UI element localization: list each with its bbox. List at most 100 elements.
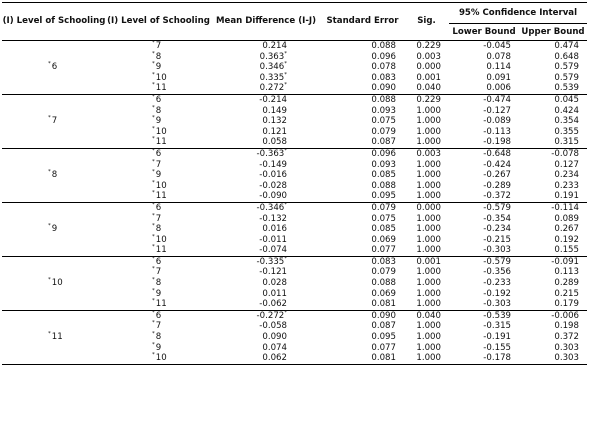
level-j-cell: *10 <box>106 352 211 364</box>
table-row: *8 *6 -0.363* 0.096 0.003 -0.648 -0.078 <box>2 148 587 180</box>
sig-cell: 1.000 <box>416 170 441 181</box>
level-j-cell: *9 <box>106 169 211 181</box>
sig-cell: 1.000 <box>416 116 441 127</box>
standard-error-cell: 0.081 <box>371 299 396 310</box>
mean-difference-value: -0.149 <box>259 159 287 170</box>
level-j-cell: *6 <box>106 202 211 213</box>
mean-difference-cell: -0.346* <box>211 202 321 213</box>
upper-bound-cell: 0.234 <box>554 170 579 181</box>
footnote-marker: * <box>152 125 155 132</box>
sig-cell: 0.003 <box>416 51 441 62</box>
standard-error-cell: 0.087 <box>371 137 396 148</box>
lower-bound-cell: 0.006 <box>486 83 511 94</box>
level-j-cell: *11 <box>106 245 211 256</box>
footnote-marker: * <box>152 71 155 78</box>
level-j-value: 9 <box>155 170 162 181</box>
mean-difference-value: -0.132 <box>259 213 287 224</box>
level-j-value: 7 <box>155 159 162 170</box>
standard-error-cell: 0.088 <box>371 94 396 105</box>
lower-bound-cell: -0.424 <box>483 159 511 170</box>
sig-cell: 1.000 <box>416 278 441 289</box>
level-j-cell: *10 <box>106 180 211 192</box>
footnote-marker: * <box>48 61 51 68</box>
lower-bound-cell: -0.315 <box>483 321 511 332</box>
mean-difference-cell: 0.121 <box>211 127 321 138</box>
standard-error-cell: 0.085 <box>371 170 396 181</box>
upper-bound-cell: 0.474 <box>554 41 579 51</box>
lower-bound-cell: -0.155 <box>483 342 511 353</box>
upper-bound-cell: 0.191 <box>554 191 579 202</box>
lower-bound-cell: -0.579 <box>483 202 511 213</box>
table-row: *10 *6 -0.335* 0.083 0.001 -0.579 -0.091 <box>2 255 587 288</box>
standard-error-cell: 0.088 <box>371 278 396 289</box>
mean-difference-value: 0.016 <box>262 224 287 235</box>
comparison-group: *9 *6 -0.346* 0.079 0.000 -0.579 -0.114 *7 -0.13… <box>2 202 587 257</box>
lower-bound-cell: -0.233 <box>483 278 511 289</box>
level-j-cell: *6 <box>106 148 211 159</box>
sig-cell: 0.001 <box>416 256 441 267</box>
sig-cell: 1.000 <box>416 267 441 278</box>
mean-difference-value: -0.074 <box>259 245 287 256</box>
standard-error-cell: 0.077 <box>371 245 396 256</box>
significance-marker: * <box>284 255 287 262</box>
mean-difference-value: 0.214 <box>262 41 287 51</box>
footnote-marker: * <box>152 255 155 262</box>
mean-difference-cell: 0.016 <box>211 224 321 235</box>
upper-bound-cell: 0.424 <box>554 105 579 116</box>
standard-error-cell: 0.093 <box>371 105 396 116</box>
standard-error-cell: 0.088 <box>371 180 396 191</box>
level-j-cell: *7 <box>106 213 211 225</box>
footnote-marker: * <box>152 320 155 327</box>
level-j-cell: *7 <box>106 40 211 52</box>
standard-error-cell: 0.079 <box>371 267 396 278</box>
mean-difference-value: 0.346 <box>259 62 285 73</box>
level-j-value: 10 <box>155 126 167 137</box>
level-j-value: 9 <box>155 62 162 73</box>
lower-bound-cell: -0.372 <box>483 191 511 202</box>
footnote-marker: * <box>48 223 51 230</box>
significance-marker: * <box>284 82 287 89</box>
footnote-marker: * <box>48 169 51 176</box>
level-j-value: 10 <box>155 72 167 83</box>
mean-difference-value: 0.062 <box>262 353 287 364</box>
table-row: *9 *6 -0.346* 0.079 0.000 -0.579 -0.114 <box>2 202 587 234</box>
mean-difference-cell: -0.363* <box>211 148 321 159</box>
mean-difference-value: 0.058 <box>262 137 287 148</box>
standard-error-cell: 0.079 <box>371 126 396 137</box>
mean-difference-cell: 0.132 <box>211 116 321 127</box>
footnote-marker: * <box>152 287 155 294</box>
table-row: *10 0.121 0.079 1.000 -0.113 0.355 <box>2 125 587 138</box>
mean-difference-value: -0.272 <box>256 310 285 321</box>
table-row: *11 -0.090 0.095 1.000 -0.372 0.191 <box>2 191 587 202</box>
significance-marker: * <box>284 201 287 208</box>
upper-bound-cell: 0.215 <box>554 288 579 299</box>
mean-difference-value: -0.062 <box>259 299 287 310</box>
mean-difference-value: -0.016 <box>259 170 287 181</box>
standard-error-cell: 0.085 <box>371 224 396 235</box>
level-j-cell: *6 <box>106 94 211 105</box>
mean-difference-value: 0.011 <box>262 288 287 299</box>
mean-difference-cell: 0.074 <box>211 343 321 354</box>
lower-bound-cell: -0.289 <box>483 180 511 191</box>
upper-bound-cell: 0.198 <box>554 321 579 332</box>
level-i-cell: *10 <box>2 256 106 310</box>
lower-bound-cell: -0.178 <box>483 353 511 364</box>
upper-bound-cell: 0.539 <box>554 83 579 94</box>
standard-error-cell: 0.081 <box>371 353 396 364</box>
footnote-marker: * <box>152 61 155 68</box>
level-i-cell: *9 <box>2 202 106 256</box>
table-row: *8 0.090 0.095 1.000 -0.191 0.372 <box>2 331 587 343</box>
mean-difference-value: 0.090 <box>262 332 287 343</box>
level-j-cell: *7 <box>106 267 211 278</box>
level-j-cell: *9 <box>106 287 211 300</box>
level-j-value: 6 <box>155 202 162 213</box>
lower-bound-cell: 0.091 <box>486 72 511 83</box>
mean-difference-cell: 0.149 <box>211 106 321 117</box>
table-row: *9 0.074 0.077 1.000 -0.155 0.303 <box>2 342 587 354</box>
sig-cell: 1.000 <box>416 299 441 310</box>
sig-cell: 1.000 <box>416 342 441 353</box>
level-j-value: 6 <box>155 256 162 267</box>
level-j-value: 11 <box>155 191 167 202</box>
standard-error-cell: 0.069 <box>371 288 396 299</box>
standard-error-cell: 0.083 <box>371 256 396 267</box>
